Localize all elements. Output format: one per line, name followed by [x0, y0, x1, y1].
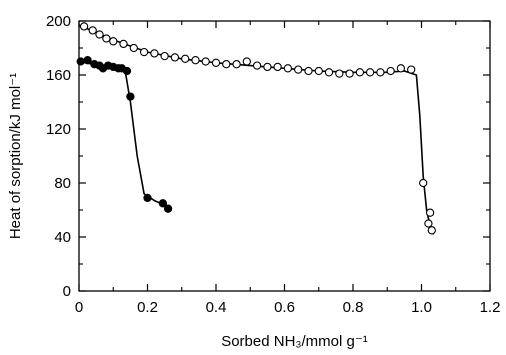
y-tick-label: 80 [54, 175, 71, 192]
x-tick-labels: 0 0.2 0.4 0.6 0.8 1.0 1.2 [75, 299, 501, 316]
filled-circle-point [83, 56, 92, 65]
open-circle-point [314, 66, 323, 76]
open-circle-point [242, 57, 251, 66]
open-circle-point [222, 60, 231, 69]
open-circle-point [139, 47, 149, 57]
open-circle-point [170, 53, 180, 62]
plot-frame [78, 20, 491, 292]
axis-ticks [78, 20, 491, 292]
series-1-curve [78, 24, 435, 235]
y-tick-labels: 0 40 80 120 160 200 [46, 13, 71, 300]
open-circle-point [79, 22, 89, 31]
open-circle-point [335, 69, 344, 78]
open-circle-point [294, 65, 303, 74]
open-circle-point [365, 68, 375, 77]
open-circle-point [263, 62, 272, 72]
filled-circle-point [163, 204, 173, 213]
open-circle-point [376, 68, 385, 77]
x-tick-label: 0.6 [274, 299, 295, 316]
series-2-curve [78, 60, 171, 209]
filled-circle-point [143, 193, 152, 203]
x-tick-label: 0.4 [206, 299, 227, 316]
filled-circle-point [76, 57, 85, 66]
filled-circle-point [158, 199, 168, 208]
filled-circle-point [122, 66, 132, 76]
open-circle-point [252, 61, 262, 70]
open-circle-point [424, 219, 433, 228]
y-tick-label: 160 [46, 67, 71, 84]
open-circle-point [304, 66, 313, 76]
open-circle-point [355, 68, 365, 77]
x-tick-label: 0 [75, 299, 83, 316]
open-circle-point [191, 56, 200, 65]
open-circle-point [88, 26, 97, 35]
open-circle-point [386, 66, 395, 76]
x-axis-label: Sorbed NH₃/mmol g⁻¹ [221, 333, 368, 350]
open-circle-point [201, 57, 210, 66]
open-circle-point [211, 58, 221, 67]
data-points [76, 22, 436, 235]
x-tick-label: 0.8 [343, 299, 364, 316]
open-circle-point [160, 51, 169, 61]
filled-circle-point [126, 92, 135, 101]
open-circle-point [273, 62, 282, 72]
open-circle-point [232, 60, 241, 69]
fit-curves [78, 24, 435, 235]
x-tick-label: 0.2 [137, 299, 158, 316]
open-circle-point [396, 64, 406, 73]
open-circle-point [95, 30, 104, 39]
y-tick-label: 120 [46, 121, 71, 138]
open-circle-point [419, 178, 428, 188]
open-circle-point [102, 34, 111, 43]
y-tick-label: 200 [46, 13, 71, 30]
y-tick-label: 0 [63, 283, 71, 300]
open-circle-point [324, 68, 334, 77]
open-circle-point [427, 226, 436, 235]
open-circle-point [425, 208, 435, 217]
plot-border [78, 20, 491, 292]
open-circle-point [119, 39, 128, 49]
open-circle-point [283, 64, 293, 73]
x-tick-label: 1.2 [480, 299, 501, 316]
open-circle-point [181, 54, 190, 63]
open-circle-point [109, 37, 118, 46]
x-tick-label: 1.0 [411, 299, 432, 316]
open-circle-point [150, 49, 159, 58]
open-circle-point [407, 65, 416, 74]
y-tick-label: 40 [54, 229, 71, 246]
open-circle-point [129, 43, 138, 53]
open-circle-point [345, 69, 354, 78]
y-axis-label: Heat of sorption/kJ mol⁻¹ [7, 73, 24, 239]
